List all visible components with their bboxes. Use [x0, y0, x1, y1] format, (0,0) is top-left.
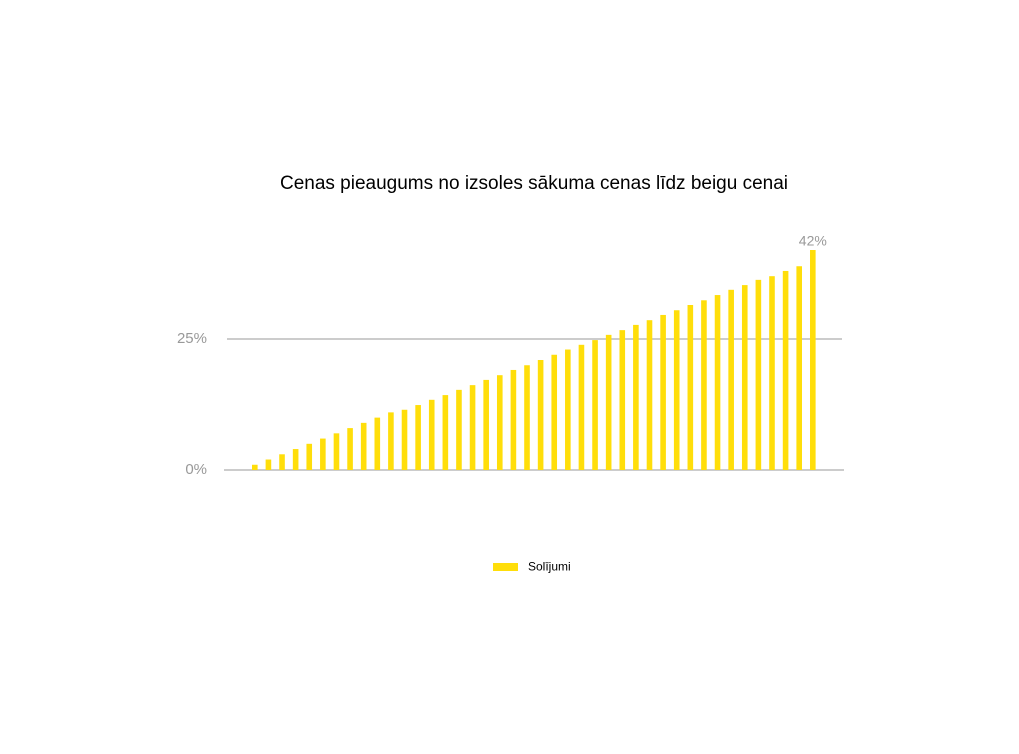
chart-title: Cenas pieaugums no izsoles sākuma cenas … — [280, 173, 788, 194]
bar — [415, 405, 421, 470]
bar — [687, 305, 694, 470]
bar — [673, 310, 680, 470]
y-tick-label: 25% — [177, 330, 207, 347]
bar — [292, 449, 299, 470]
bar — [782, 270, 789, 470]
bar — [605, 334, 612, 470]
bar — [252, 464, 258, 470]
data-label: 42% — [799, 233, 827, 249]
bar — [306, 443, 313, 470]
bar — [374, 417, 381, 470]
bar — [728, 289, 734, 470]
bar — [442, 395, 449, 470]
bar — [401, 409, 408, 470]
bar — [741, 285, 748, 470]
bar — [320, 438, 326, 470]
y-tick-label: 0% — [185, 461, 207, 478]
bar — [347, 428, 353, 470]
bar — [633, 324, 639, 470]
bar — [619, 330, 626, 470]
bar — [388, 412, 394, 470]
bar — [660, 314, 666, 470]
bar — [796, 266, 803, 470]
legend-swatch — [493, 563, 518, 571]
bar — [578, 344, 585, 470]
bar — [714, 295, 721, 470]
bar — [360, 422, 367, 470]
bar — [769, 276, 775, 470]
bar — [496, 375, 503, 470]
bar — [469, 385, 476, 470]
bar — [524, 365, 530, 470]
legend-label: Solījumi — [528, 560, 571, 574]
bar — [565, 349, 571, 470]
bar — [279, 454, 285, 470]
bar — [333, 433, 340, 470]
bar — [428, 399, 435, 470]
bar — [537, 360, 544, 470]
bar — [265, 459, 272, 470]
bar — [701, 300, 707, 470]
bar — [551, 354, 558, 470]
bar — [810, 250, 816, 470]
bar — [510, 369, 517, 470]
bar — [755, 279, 762, 470]
bar — [646, 320, 653, 470]
bar — [483, 379, 489, 470]
bar — [592, 340, 598, 470]
bar — [456, 389, 462, 470]
